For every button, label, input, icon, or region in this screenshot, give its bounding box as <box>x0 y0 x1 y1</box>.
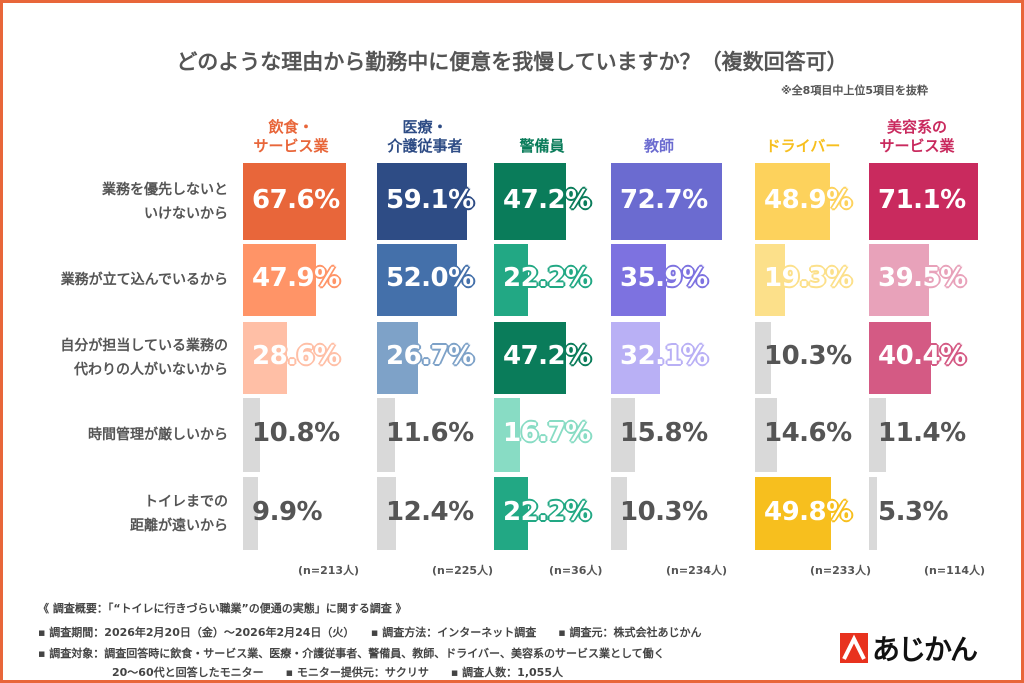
bar <box>243 163 347 240</box>
sample-size-label: (n=114人) <box>924 564 986 577</box>
data-label: 10.8% <box>252 418 340 448</box>
data-label: 11.4% <box>878 418 966 448</box>
bar <box>377 244 457 316</box>
bar <box>494 398 520 472</box>
data-label: 40.4% <box>878 341 966 371</box>
data-label: 16.7% <box>503 418 591 448</box>
bar <box>243 398 260 472</box>
bar <box>869 322 931 394</box>
data-label: 47.9% <box>252 263 340 293</box>
bar <box>494 322 567 394</box>
data-label: 48.9% <box>764 184 852 215</box>
data-label: 28.6% <box>252 341 340 371</box>
bar <box>755 244 785 316</box>
bar <box>377 398 395 472</box>
data-label: 47.2% <box>503 341 591 371</box>
data-label: 11.6% <box>386 418 474 448</box>
bar <box>869 398 887 472</box>
bar <box>611 398 636 472</box>
data-label: 10.3% <box>764 341 852 371</box>
row-label: トイレまでの 距離が遠いから <box>130 493 228 534</box>
sample-size-label: (n=233人) <box>810 564 872 577</box>
sample-size-label: (n=225人) <box>432 564 494 577</box>
bar <box>611 244 666 316</box>
series-label: 教師 <box>643 137 674 155</box>
bar <box>755 398 778 472</box>
data-label: 14.6% <box>764 418 852 448</box>
bar <box>755 163 830 240</box>
row-label: 業務が立て込んでいるから <box>60 272 228 288</box>
data-label: 52.0% <box>386 263 474 293</box>
data-label: 71.1% <box>878 184 966 215</box>
bar <box>243 322 287 394</box>
footer-line-3: 20～60代と回答したモニター ▪ モニター提供元：サクリサ ▪ 調査人数：1,… <box>112 666 563 679</box>
bar <box>869 477 878 550</box>
data-label: 72.7% <box>620 184 708 215</box>
bar <box>494 244 528 316</box>
data-label: 67.6% <box>252 184 340 215</box>
data-label: 10.3% <box>620 496 708 527</box>
row-label: 業務を優先しないと いけないから <box>102 181 228 222</box>
series-label: ドライバー <box>765 137 841 155</box>
series-label: 飲食・ サービス業 <box>253 118 329 155</box>
logo-text: あじかん <box>872 633 978 666</box>
logo-mark-icon <box>840 633 868 663</box>
bar <box>243 477 259 550</box>
data-label: 22.2% <box>503 263 591 293</box>
data-label: 22.2% <box>503 496 591 527</box>
data-label: 12.4% <box>386 496 474 527</box>
chart-note: ※全8項目中上位5項目を抜粋 <box>780 84 928 97</box>
bar <box>755 322 771 394</box>
company-logo: あじかん <box>840 628 978 668</box>
data-label: 32.1% <box>620 341 708 371</box>
bar <box>611 322 661 394</box>
bar <box>611 477 627 550</box>
data-label: 5.3% <box>878 496 949 527</box>
series-label: 美容系の サービス業 <box>879 118 955 155</box>
bar <box>869 244 930 316</box>
sample-size-label: (n=213人) <box>298 564 360 577</box>
data-label: 15.8% <box>620 418 708 448</box>
bar <box>377 163 468 240</box>
data-label: 39.5% <box>878 263 966 293</box>
bar <box>869 163 978 240</box>
bar <box>611 163 723 240</box>
footer-heading: 《 調査概要：「“トイレに行きづらい職業”の便通の実態」に関する調査 》 <box>38 602 407 615</box>
bar <box>377 322 418 394</box>
bar <box>494 163 567 240</box>
chart-title: どのような理由から勤務中に便意を我慢していますか？（複数回答可） <box>176 50 848 74</box>
data-label: 47.2% <box>503 184 591 215</box>
data-label: 26.7% <box>386 341 474 371</box>
bar <box>494 477 528 550</box>
row-label: 時間管理が厳しいから <box>88 427 228 443</box>
row-label: 自分が担当している業務の 代わりの人がいないから <box>60 338 228 378</box>
sample-size-label: (n=36人) <box>549 564 603 577</box>
footer-line-2: ▪ 調査対象：調査回答時に飲食・サービス業、医療・介護従事者、警備員、教師、ドラ… <box>38 647 665 660</box>
sample-size-label: (n=234人) <box>666 564 728 577</box>
bar <box>755 477 832 550</box>
series-label: 警備員 <box>519 137 565 155</box>
data-label: 49.8% <box>764 496 852 527</box>
data-label: 9.9% <box>252 496 323 527</box>
footer-line-1: ▪ 調査期間：2026年2月20日（金）～2026年2月24日（火） ▪ 調査方… <box>38 626 702 639</box>
bar <box>377 477 396 550</box>
series-label: 医療・ 介護従事者 <box>387 118 463 155</box>
data-label: 59.1% <box>386 184 474 215</box>
data-label: 35.9% <box>620 263 708 293</box>
data-label: 19.3% <box>764 263 852 293</box>
bar <box>243 244 317 316</box>
